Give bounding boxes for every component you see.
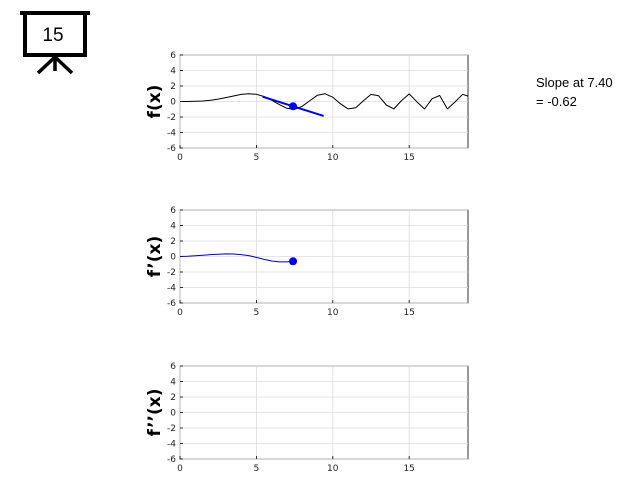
x-tick-label: 0 [177,464,183,474]
y-tick-label: 2 [170,393,176,403]
y-tick-label: -2 [167,113,176,123]
y-tick-label: 4 [170,222,176,232]
x-tick-label: 0 [177,153,183,163]
y-axis-label: f(x) [145,85,165,119]
x-tick-label: 15 [403,153,414,163]
y-tick-label: -4 [167,129,176,139]
y-tick-label: 6 [170,206,176,216]
x-tick-label: 10 [327,464,339,474]
plot-area [180,93,469,117]
y-tick-label: -2 [167,424,176,434]
x-tick-label: 15 [403,308,414,318]
slope-annotation-line1: Slope at 7.40 [536,75,613,90]
panel-fprime: 6 4 2 0 -2 -4 -6 0 5 10 15 f’(x) [145,206,469,318]
x-axis-ticks: 0 5 10 15 [177,300,415,318]
grid [179,209,468,304]
y-tick-label: 4 [170,378,176,388]
y-tick-label: 0 [170,409,176,419]
y-tick-label: -6 [167,455,176,465]
slope-annotation-line2: = -0.62 [536,94,577,109]
current-point-marker [289,102,298,111]
y-tick-label: 2 [170,237,176,247]
y-tick-label: 6 [170,51,176,61]
y-axis-ticks: 6 4 2 0 -2 -4 -6 [167,362,183,465]
x-axis-ticks: 0 5 10 15 [177,456,415,474]
x-tick-label: 5 [254,308,260,318]
y-tick-label: 6 [170,362,176,372]
x-tick-label: 5 [254,153,260,163]
y-tick-label: -4 [167,284,176,294]
panel-f: 6 4 2 0 -2 -4 -6 0 5 10 15 f(x) [145,51,469,163]
x-tick-label: 10 [327,153,339,163]
x-tick-label: 10 [327,308,339,318]
x-axis-ticks: 0 5 10 15 [177,145,415,163]
y-tick-label: -6 [167,299,176,309]
series-line-derivative [179,253,294,263]
x-tick-label: 15 [403,464,414,474]
panel-fsecond: 6 4 2 0 -2 -4 -6 0 5 10 15 f’’(x) [145,362,469,474]
board-leg-left [36,55,57,75]
badge-label: 15 [42,25,63,46]
y-tick-label: -4 [167,440,176,450]
current-point-marker [289,257,298,266]
series-line-function [180,93,469,110]
y-axis-label: f’’(x) [145,389,165,437]
y-tick-label: 2 [170,82,176,92]
board-leg-right [53,55,74,75]
y-axis-label: f’(x) [145,236,165,278]
y-axis-ticks: 6 4 2 0 -2 -4 -6 [167,51,183,154]
y-tick-label: 0 [170,98,176,108]
presentation-board-icon[interactable]: 15 [20,11,90,75]
x-tick-label: 0 [177,308,183,318]
x-tick-label: 5 [254,464,260,474]
slope-annotation: Slope at 7.40 = -0.62 [536,75,613,109]
y-tick-label: -6 [167,144,176,154]
y-tick-label: 4 [170,67,176,77]
y-tick-label: 0 [170,253,176,263]
y-tick-label: -2 [167,268,176,278]
grid [179,54,468,149]
plot-area [179,253,298,266]
